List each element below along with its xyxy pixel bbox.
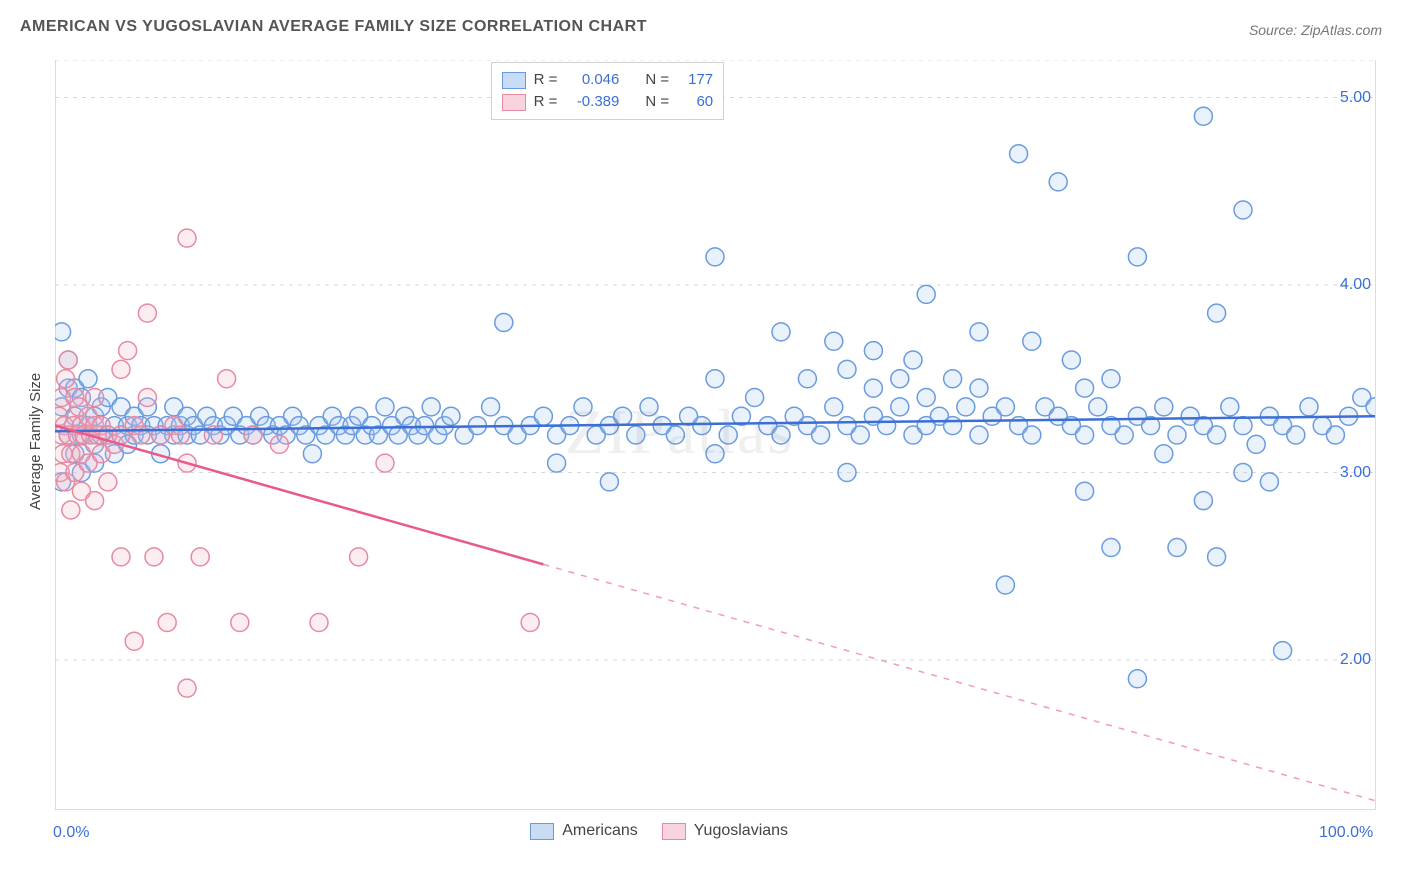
legend-label: Americans [562,822,638,840]
series-legend: Americans Yugoslavians [530,822,788,840]
legend-item: Americans [530,822,638,840]
legend-n-value: 177 [677,69,713,91]
legend-r-value: 0.046 [565,69,619,91]
y-axis-label: Average Family Size [27,373,44,510]
y-tick-label: 5.00 [1327,89,1371,107]
y-tick-label: 2.00 [1327,651,1371,669]
legend-n-label: N = [645,69,669,91]
source-label: Source: ZipAtlas.com [1249,22,1382,38]
legend-r-label: R = [534,91,558,113]
y-tick-label: 3.00 [1327,464,1371,482]
x-tick-label: 100.0% [1319,824,1373,842]
x-tick-label: 0.0% [53,824,89,842]
legend-r-value: -0.389 [565,91,619,113]
correlation-legend: R = 0.046 N = 177 R = -0.389 N = 60 [491,62,725,120]
legend-label: Yugoslavians [694,822,788,840]
chart-title: AMERICAN VS YUGOSLAVIAN AVERAGE FAMILY S… [20,18,647,36]
legend-swatch [530,823,554,840]
legend-swatch [502,94,526,111]
plot-area: ZIPatlas [55,60,1376,810]
legend-n-value: 60 [677,91,713,113]
legend-n-label: N = [645,91,669,113]
legend-row: R = 0.046 N = 177 [502,69,714,91]
chart-svg [55,60,1375,810]
legend-item: Yugoslavians [662,822,788,840]
legend-swatch [662,823,686,840]
legend-r-label: R = [534,69,558,91]
legend-row: R = -0.389 N = 60 [502,91,714,113]
y-tick-label: 4.00 [1327,276,1371,294]
legend-swatch [502,72,526,89]
